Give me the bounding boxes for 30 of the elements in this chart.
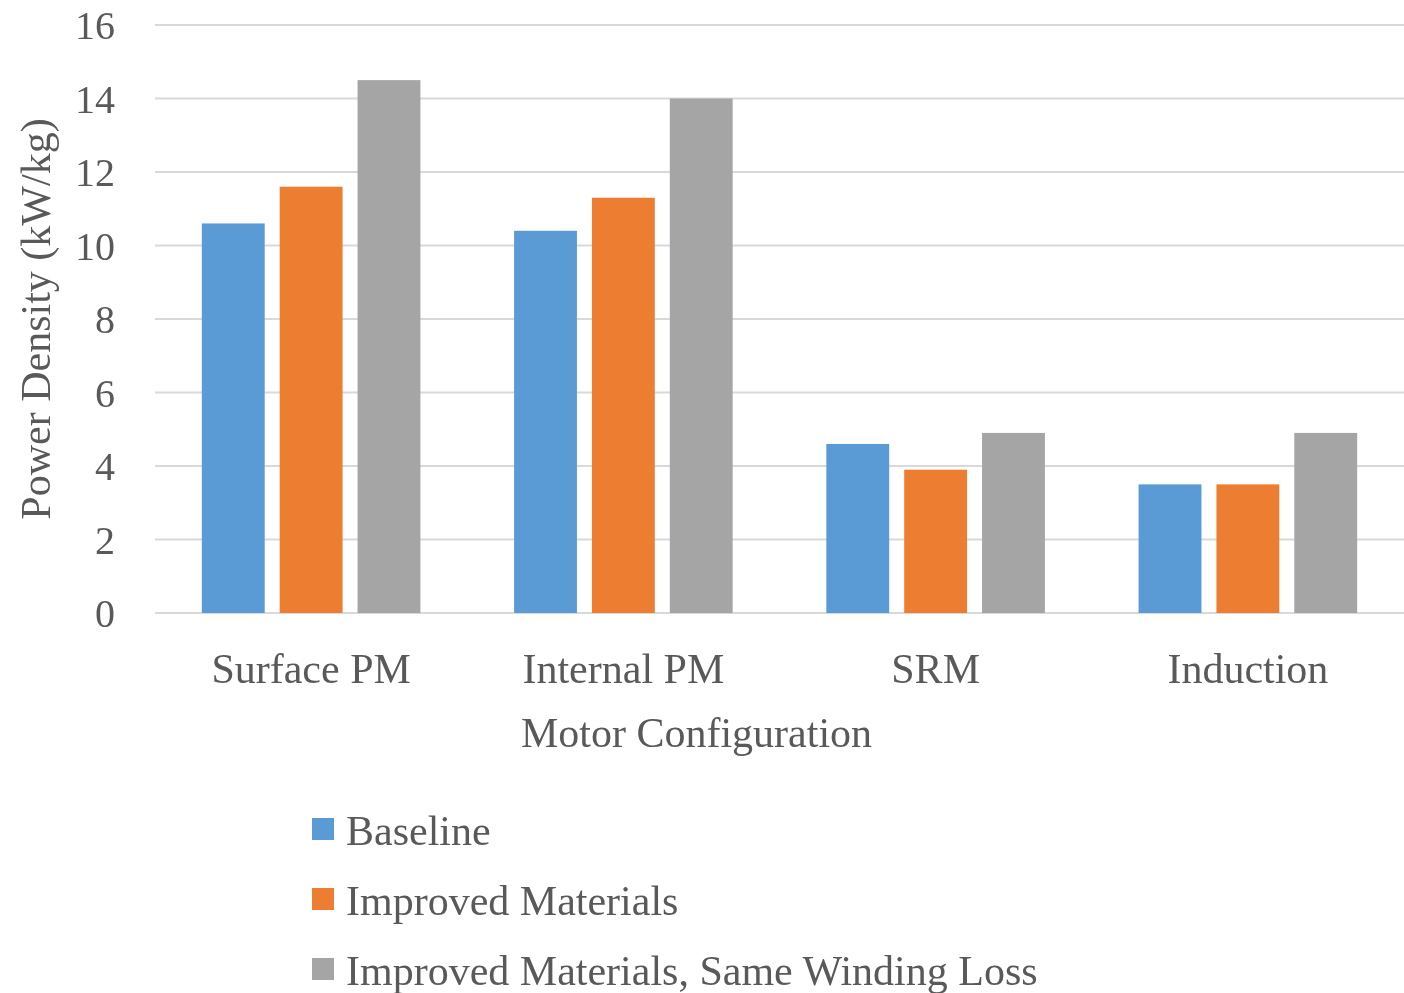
bar — [826, 443, 890, 613]
y-tick-label: 16 — [75, 3, 115, 48]
y-tick-label: 8 — [95, 297, 115, 342]
y-tick-label: 0 — [95, 591, 115, 636]
bar — [1138, 484, 1202, 613]
y-tick-label: 10 — [75, 223, 115, 269]
y-tick-label: 12 — [75, 150, 115, 195]
bar — [514, 230, 577, 613]
bar — [591, 197, 655, 613]
y-tick-label: 14 — [75, 76, 115, 122]
x-tick-label: Induction — [1167, 646, 1329, 692]
bar — [279, 186, 343, 613]
bar — [904, 469, 968, 613]
y-tick-label: 2 — [95, 517, 115, 563]
y-tick-label: 6 — [95, 370, 115, 416]
bar — [201, 223, 265, 613]
y-axis-title: Power Density (kW/kg) — [13, 118, 60, 520]
x-axis-title: Motor Configuration — [520, 710, 873, 756]
bar — [669, 98, 733, 613]
bar — [982, 432, 1045, 613]
x-tick-label: Surface PM — [211, 646, 411, 692]
x-tick-label: Internal PM — [522, 646, 725, 692]
legend-label: Improved Materials, Same Winding Loss — [346, 947, 1038, 993]
y-tick-label: 4 — [95, 444, 115, 489]
bar — [1294, 432, 1358, 613]
bar — [357, 80, 421, 613]
legend-label: Baseline — [346, 807, 491, 854]
legend-label: Improved Materials — [346, 877, 679, 924]
bar — [1216, 484, 1280, 613]
x-tick-label: SRM — [891, 646, 980, 692]
